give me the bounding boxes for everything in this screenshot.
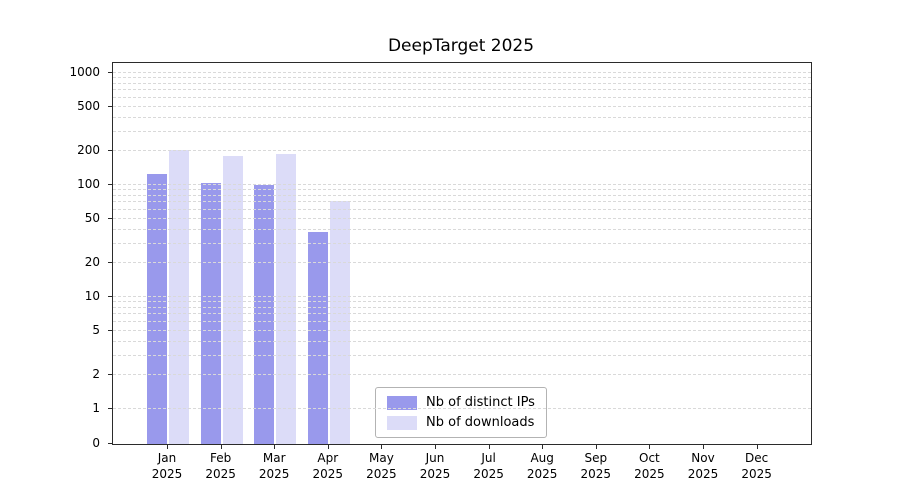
legend-swatch-distinct-ips (387, 395, 417, 410)
x-axis-tick-label: Apr 2025 (312, 451, 344, 481)
x-axis-tick-label: Mar 2025 (258, 451, 290, 481)
gridline (113, 150, 811, 152)
bar-distinct-ips-mar (254, 185, 275, 444)
legend-label: Nb of downloads (426, 415, 535, 430)
x-axis-tick-label: Aug 2025 (526, 451, 558, 481)
legend: Nb of distinct IPs Nb of downloads (375, 387, 547, 438)
y-axis-tick-mark (108, 72, 112, 73)
gridline (113, 96, 811, 98)
y-axis-tick-label: 20 (84, 255, 100, 270)
x-axis-tick-label: Feb 2025 (205, 451, 236, 481)
gridline (113, 77, 811, 79)
x-axis-tick-label: Oct 2025 (634, 451, 665, 481)
gridline (113, 82, 811, 84)
x-axis-tick-label: Jun 2025 (419, 451, 451, 481)
y-axis-tick-label: 0 (92, 436, 100, 450)
bar-distinct-ips-feb (200, 182, 221, 444)
legend-item: Nb of downloads (387, 415, 535, 430)
y-axis-tick-label: 50 (84, 210, 100, 225)
y-axis-tick-mark (108, 374, 112, 376)
x-axis-tick-mark (595, 445, 597, 449)
bar-downloads-jan (169, 150, 189, 444)
x-axis-tick-mark (220, 445, 222, 449)
x-axis-tick-mark (327, 445, 329, 449)
gridline (113, 130, 811, 132)
bar-downloads-mar (276, 153, 297, 444)
x-axis-tick-mark (649, 445, 651, 449)
gridline (113, 116, 811, 118)
x-axis-tick-label: May 2025 (366, 451, 397, 481)
y-axis-tick-mark (108, 217, 112, 219)
x-axis-tick-mark (435, 445, 436, 449)
x-axis-tick-mark (381, 445, 383, 449)
y-axis-tick-mark (108, 329, 112, 331)
y-axis-tick-mark (108, 150, 112, 152)
bar-downloads-apr (329, 200, 350, 444)
bar-distinct-ips-jan (147, 174, 167, 444)
y-axis-tick-label: 2 (92, 367, 100, 382)
x-axis-tick-label: Jan 2025 (151, 451, 183, 481)
x-axis-tick-mark (542, 445, 544, 449)
y-axis-tick-label: 500 (77, 98, 100, 113)
y-axis-tick-label: 5 (92, 322, 100, 337)
x-axis-tick-label: Sep 2025 (580, 451, 612, 481)
x-axis-tick-mark (703, 445, 704, 449)
bar-downloads-feb (222, 156, 243, 444)
x-axis-tick-mark (756, 445, 758, 449)
y-axis-tick-mark (108, 296, 112, 297)
y-axis-tick-mark (108, 184, 112, 185)
bar-distinct-ips-apr (307, 232, 328, 444)
y-axis-tick-mark (108, 262, 112, 264)
y-axis-tick-label: 1000 (69, 65, 100, 79)
x-axis-tick-mark (488, 445, 490, 449)
x-axis-tick-mark (167, 445, 168, 449)
x-axis-tick-label: Nov 2025 (687, 451, 719, 481)
legend-label: Nb of distinct IPs (426, 395, 535, 410)
y-axis-tick-mark (108, 443, 112, 444)
x-axis-tick-mark (274, 445, 276, 449)
legend-swatch-downloads (387, 415, 417, 430)
y-axis-tick-label: 10 (84, 289, 100, 303)
x-axis-tick-label: Dec 2025 (741, 451, 772, 481)
y-axis-tick-mark (108, 105, 112, 107)
y-axis-tick-label: 200 (77, 143, 100, 158)
y-axis-tick-mark (108, 408, 112, 409)
y-axis-tick-label: 100 (77, 177, 100, 191)
chart-title: DeepTarget 2025 (387, 36, 535, 56)
gridline (113, 105, 811, 107)
legend-item: Nb of distinct IPs (387, 395, 535, 410)
gridline (113, 89, 811, 91)
y-axis-tick-label: 1 (92, 401, 100, 415)
x-axis-tick-label: Jul 2025 (473, 451, 504, 481)
gridline (113, 72, 811, 73)
plot-area: Nb of distinct IPs Nb of downloads (112, 62, 812, 445)
